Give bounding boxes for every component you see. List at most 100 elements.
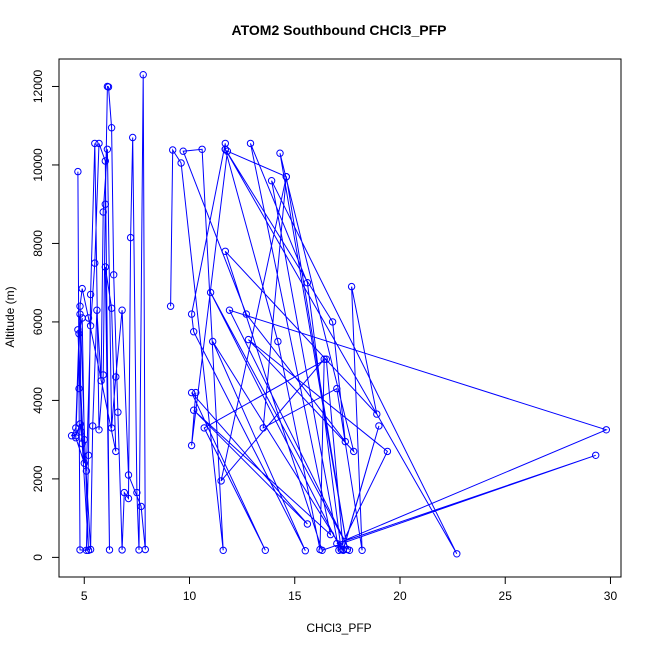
data-point <box>93 306 101 314</box>
y-tick-label: 2000 <box>31 465 45 492</box>
data-point <box>89 422 97 430</box>
data-point <box>219 546 227 554</box>
data-point <box>223 147 232 155</box>
data-point <box>200 424 208 432</box>
data-series <box>166 139 610 558</box>
data-point <box>114 408 122 416</box>
data-point <box>84 546 93 554</box>
data-point <box>72 434 80 442</box>
data-point <box>301 547 309 555</box>
data-point <box>75 384 83 393</box>
series-line <box>70 74 146 551</box>
data-point <box>105 546 114 554</box>
data-point <box>350 447 358 456</box>
x-tick-label: 20 <box>393 589 407 603</box>
data-point <box>75 330 83 338</box>
data-point <box>112 373 120 381</box>
data-point <box>246 139 255 148</box>
data-point <box>328 318 337 326</box>
data-point <box>221 247 230 256</box>
data-point <box>177 159 185 167</box>
data-point <box>217 477 225 485</box>
data-point <box>192 388 200 397</box>
data-point <box>107 304 116 312</box>
data-point <box>95 139 103 148</box>
data-point <box>76 310 84 318</box>
data-point <box>602 426 610 434</box>
data-point <box>80 459 89 467</box>
data-point <box>67 432 76 440</box>
data-point <box>179 147 187 155</box>
data-point <box>187 310 196 318</box>
data-point <box>190 328 198 336</box>
data-point <box>78 439 86 448</box>
y-axis-label: Altitude (m) <box>3 286 17 347</box>
data-point <box>118 546 126 554</box>
data-point <box>91 259 99 267</box>
data-point <box>261 546 269 554</box>
data-point <box>187 388 196 397</box>
data-point <box>320 355 328 363</box>
data-point <box>209 337 217 346</box>
data-point <box>84 314 93 322</box>
data-point <box>74 167 82 176</box>
data-point <box>78 284 86 293</box>
data-point <box>86 322 95 330</box>
data-point <box>169 146 177 154</box>
data-point <box>91 139 99 148</box>
data-point <box>453 550 461 558</box>
data-point <box>303 520 312 528</box>
y-tick-label: 6000 <box>31 308 45 335</box>
data-point <box>244 335 253 344</box>
data-point <box>166 302 175 310</box>
data-point <box>206 288 215 297</box>
data-point <box>259 424 267 432</box>
x-tick-label: 25 <box>499 589 513 603</box>
data-point <box>80 436 89 444</box>
data-series <box>67 71 150 554</box>
data-point <box>76 302 84 310</box>
data-point <box>276 149 284 157</box>
data-point <box>137 502 145 511</box>
data-point <box>221 145 230 154</box>
data-point <box>101 157 110 165</box>
data-point <box>341 437 349 446</box>
data-point <box>335 546 343 554</box>
data-point <box>322 355 330 363</box>
data-point <box>373 410 381 418</box>
data-point <box>99 208 107 216</box>
data-point <box>129 133 137 142</box>
series-line <box>170 143 608 555</box>
y-axis: 0 2000 4000 6000 8000 10000 12000 <box>31 69 60 561</box>
data-point <box>133 488 141 497</box>
data-point <box>326 530 335 539</box>
data-point <box>82 546 91 554</box>
data-point <box>86 290 95 299</box>
y-tick-label: 10000 <box>31 148 45 182</box>
data-point <box>110 271 118 279</box>
data-point <box>118 306 126 314</box>
data-point <box>124 494 133 503</box>
data-point <box>139 71 147 79</box>
x-tick-label: 5 <box>81 589 88 603</box>
data-point <box>84 451 93 459</box>
data-point <box>103 145 112 154</box>
data-point <box>104 83 113 91</box>
data-point <box>95 426 103 434</box>
data-point <box>101 263 110 271</box>
data-point <box>107 424 116 432</box>
data-point <box>72 424 80 432</box>
data-point <box>101 200 110 208</box>
data-point <box>120 488 129 497</box>
y-tick-label: 4000 <box>31 387 45 414</box>
data-point <box>316 545 324 554</box>
x-tick-label: 30 <box>604 589 618 603</box>
x-axis-label: CHCl3_PFP <box>306 621 371 635</box>
data-point <box>358 546 366 554</box>
data-point <box>107 124 116 132</box>
data-point <box>347 282 356 291</box>
data-point <box>282 173 290 181</box>
data-point <box>198 145 206 154</box>
y-tick-label: 0 <box>31 554 45 561</box>
